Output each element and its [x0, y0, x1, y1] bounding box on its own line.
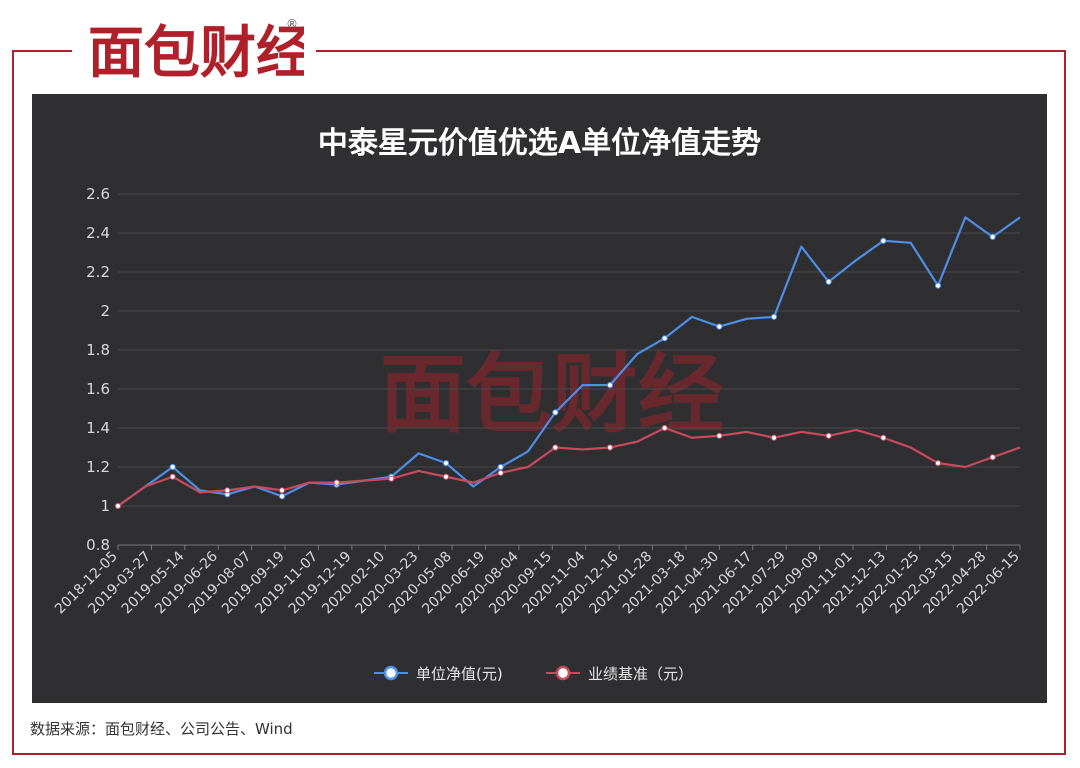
legend-label-1: 单位净值(元) [416, 665, 503, 683]
series-1-point [606, 382, 614, 389]
series-2-point [606, 444, 614, 451]
outer-frame [12, 50, 1066, 755]
series-1-point [661, 335, 668, 342]
series-2-point [770, 434, 778, 441]
legend-marker-1 [383, 665, 399, 681]
chart-title: 中泰星元价值优选A单位净值走势 [317, 126, 762, 161]
series-2-point [388, 475, 395, 482]
series-1-point [716, 323, 723, 330]
series-line-2 [117, 426, 1021, 507]
series-1-point [934, 282, 942, 289]
series-2-point [661, 424, 668, 432]
y-tick-label: 1.8 [86, 341, 110, 359]
series-1-point [497, 463, 504, 471]
series-2-point [497, 469, 504, 476]
series-2-point [114, 502, 122, 510]
y-tick-label: 1.6 [86, 380, 110, 398]
series-2-point [989, 454, 996, 461]
brand-logo: 面包财经 ® [72, 8, 316, 86]
legend-label-2: 业绩基准（元） [588, 665, 693, 683]
logo-svg: 面包财经 ® [88, 17, 312, 86]
series-1-point [880, 237, 887, 244]
y-tick-label: 1 [100, 497, 110, 515]
legend-marker-2 [555, 665, 571, 681]
logo-text: 面包财经 [88, 21, 304, 86]
series-2-point [880, 434, 887, 441]
series-1-point [770, 313, 778, 320]
y-tick-label: 2.6 [86, 185, 110, 203]
series-2-point [825, 432, 832, 439]
series-1-point [825, 278, 832, 285]
source-note: 数据来源：面包财经、公司公告、Wind [30, 720, 293, 738]
series-1-point [989, 233, 996, 240]
series-1-point [169, 463, 176, 471]
y-tick-label: 2.4 [86, 224, 110, 242]
chart-panel: 中泰星元价值优选A单位净值走势 面包财经 0.8 1 1.2 1.4 1.6 1.8 2 2.… [32, 94, 1047, 703]
y-tick-label: 1.2 [86, 458, 110, 476]
series-2-point [442, 473, 450, 480]
y-tick-label: 2 [100, 302, 110, 320]
series-1-point [442, 460, 450, 467]
series-2-point [278, 487, 286, 494]
series-2-point [224, 487, 231, 494]
y-tick-label: 2.2 [86, 263, 110, 281]
series-2-point [934, 460, 942, 467]
series-1-point [278, 493, 286, 500]
series-line-1 [117, 216, 1021, 507]
series-2-point [333, 479, 340, 486]
y-tick-label: 1.4 [86, 419, 110, 437]
y-tick-label: 0.8 [86, 536, 110, 554]
line-chart: 面包财经 0.811.21.41.61.822.22.42.62018-12-0… [52, 185, 1023, 683]
series-2-point [169, 473, 176, 480]
series-2-point [552, 444, 559, 451]
series-1-point [552, 409, 559, 416]
registered-mark: ® [286, 17, 298, 31]
series-2-point [716, 432, 723, 439]
